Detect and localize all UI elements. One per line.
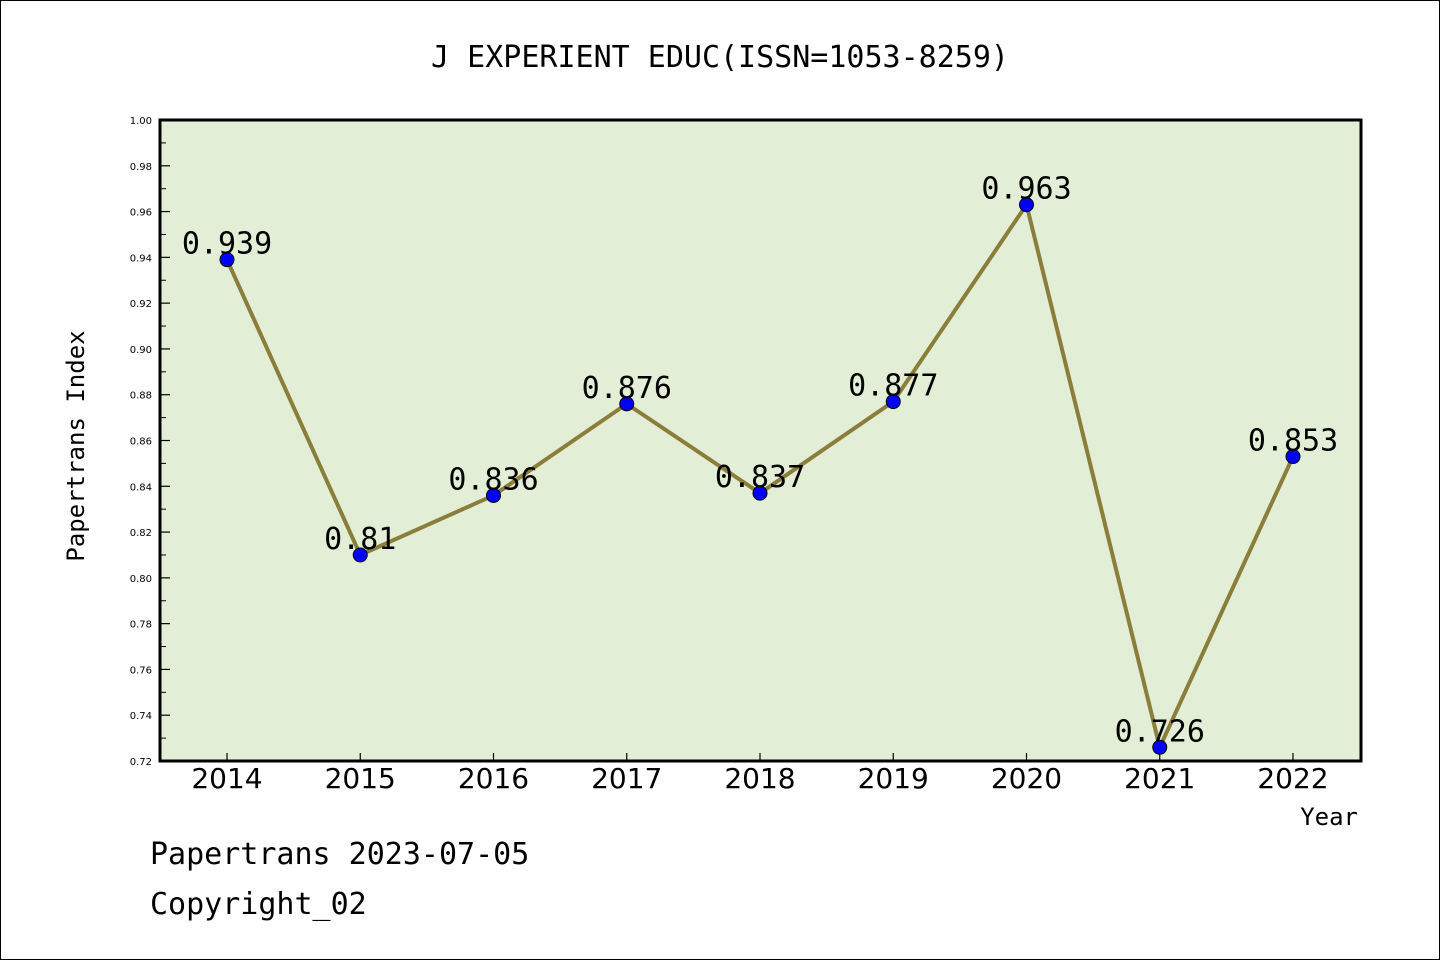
- y-tick-label: 0.82: [130, 528, 152, 539]
- data-point-2021: [1152, 739, 1168, 755]
- data-label-2014: 0.939: [182, 227, 272, 262]
- y-tick-label: 0.72: [130, 757, 152, 768]
- data-point-2018: [752, 485, 768, 501]
- data-label-2019: 0.877: [848, 369, 938, 404]
- plot-area: [158, 118, 1363, 763]
- y-tick-label: 0.80: [130, 574, 152, 585]
- data-point-2014: [219, 252, 235, 268]
- y-tick-label: 0.92: [130, 299, 152, 310]
- data-label-2018: 0.837: [715, 460, 805, 495]
- data-point-2020: [1019, 197, 1034, 213]
- data-label-2021: 0.726: [1115, 714, 1205, 749]
- data-points: [219, 197, 1301, 755]
- data-label-2017: 0.876: [582, 371, 672, 406]
- data-labels: 0.939 0.81 0.836 0.876 0.837 0.877 0.963 0.726 0…: [182, 172, 1338, 750]
- y-axis: 0.72 0.74 0.76 0.78 0.80 0.82 0.84 0.86 0.88 0.90…: [130, 116, 170, 768]
- x-tick-label-2018: 2018: [724, 762, 795, 795]
- y-tick-label: 1.00: [130, 116, 152, 127]
- x-tick-label-2022: 2022: [1257, 762, 1328, 795]
- y-tick-label: 0.88: [130, 391, 152, 402]
- data-point-2019: [885, 394, 901, 410]
- y-tick-label: 0.76: [130, 665, 152, 676]
- data-label-2022: 0.853: [1248, 424, 1338, 459]
- y-tick-label: 0.86: [130, 437, 152, 448]
- y-tick-label: 0.94: [130, 253, 152, 264]
- x-tick-label-2021: 2021: [1124, 762, 1195, 795]
- x-tick-label-2015: 2015: [325, 762, 396, 795]
- y-axis-label: Papertrans Index: [62, 330, 90, 561]
- y-tick-label: 0.98: [130, 162, 152, 173]
- x-tick-label-2020: 2020: [991, 762, 1062, 795]
- data-point-2022: [1285, 449, 1301, 465]
- y-tick-label: 0.78: [130, 620, 152, 631]
- data-label-2016: 0.836: [448, 462, 538, 497]
- y-tick-label: 0.74: [130, 711, 152, 722]
- data-point-2016: [486, 487, 501, 503]
- x-tick-label-2019: 2019: [858, 762, 929, 795]
- x-tick-label-2017: 2017: [591, 762, 662, 795]
- y-tick-label: 0.84: [130, 482, 152, 493]
- data-label-2020: 0.963: [981, 172, 1071, 207]
- data-label-2015: 0.81: [324, 522, 396, 557]
- y-tick-label: 0.96: [130, 208, 152, 219]
- footer-date: Papertrans 2023-07-05: [150, 837, 529, 872]
- x-tick-label-2016: 2016: [458, 762, 529, 795]
- x-tick-label-2014: 2014: [191, 762, 262, 795]
- data-point-2017: [619, 396, 635, 412]
- y-tick-label: 0.90: [130, 345, 152, 356]
- data-point-2015: [352, 547, 368, 563]
- footer-copyright: Copyright_02: [150, 887, 367, 922]
- x-axis-label: Year: [1300, 803, 1358, 831]
- x-axis: 2014 2015 2016 2017 2018 2019 2020 2021 2022: [191, 753, 1329, 795]
- chart-title: J EXPERIENT EDUC(ISSN=1053-8259): [431, 40, 1009, 75]
